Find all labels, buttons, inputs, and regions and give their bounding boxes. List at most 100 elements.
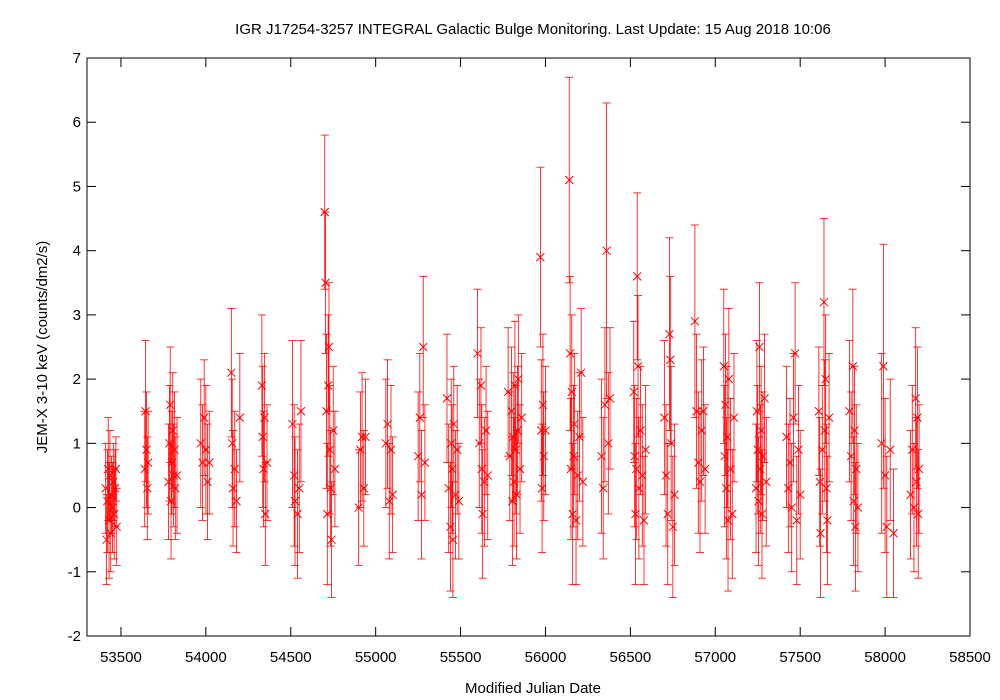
data-point [789, 353, 798, 483]
x-marker [726, 464, 735, 474]
y-axis-label: JEM-X 3-10 keV (counts/dm2/s) [34, 241, 51, 454]
x-marker [447, 464, 457, 474]
data-point [170, 436, 180, 541]
x-tick-label: 56000 [525, 649, 567, 666]
data-point [569, 353, 579, 496]
data-point [481, 365, 491, 496]
data-point [479, 417, 489, 547]
data-point [142, 436, 152, 541]
x-marker [384, 496, 394, 506]
data-point [787, 442, 797, 573]
data-point [602, 102, 611, 399]
x-marker [822, 483, 831, 493]
x-marker [517, 413, 527, 422]
x-marker [143, 458, 153, 467]
x-marker [578, 477, 588, 487]
y-tick-label: 5 [73, 178, 81, 195]
y-tick-label: 0 [73, 500, 81, 517]
x-marker [906, 490, 915, 500]
data-point [330, 410, 340, 528]
x-marker [665, 355, 675, 365]
x-marker [721, 400, 730, 410]
x-marker [451, 490, 460, 500]
data-point [565, 275, 575, 431]
x-marker [565, 349, 575, 358]
x-marker [418, 342, 428, 352]
data-point [386, 385, 396, 515]
x-marker [845, 406, 854, 416]
x-marker [541, 426, 550, 435]
x-marker [885, 445, 895, 455]
x-marker [417, 490, 426, 500]
x-marker [851, 464, 861, 474]
x-marker [729, 413, 739, 422]
x-marker [823, 516, 832, 525]
data-point [293, 449, 302, 579]
data-point [418, 275, 428, 419]
data-point [913, 346, 922, 489]
y-tick-label: 1 [73, 435, 81, 452]
x-marker [293, 509, 302, 519]
data-point [668, 455, 678, 598]
x-marker [476, 381, 486, 390]
x-marker [259, 464, 268, 474]
x-marker [198, 458, 207, 467]
data-point [697, 359, 707, 502]
y-tick-label: 3 [73, 307, 81, 324]
x-marker [661, 471, 671, 480]
data-point [695, 410, 705, 553]
x-marker [816, 528, 825, 538]
x-marker [325, 445, 335, 455]
data-point [198, 404, 207, 521]
data-point [511, 385, 521, 515]
x-marker [724, 374, 734, 384]
x-marker [169, 471, 178, 480]
x-marker [168, 426, 178, 435]
data-point [760, 333, 769, 464]
data-point [722, 365, 732, 508]
data-point [603, 372, 613, 515]
x-marker [824, 413, 834, 422]
data-point [537, 423, 547, 553]
data-point [328, 365, 338, 496]
x-marker [289, 471, 299, 480]
x-marker [571, 516, 581, 525]
data-point [169, 423, 178, 528]
x-marker [913, 509, 923, 519]
x-marker [722, 432, 732, 442]
x-marker [819, 297, 829, 307]
data-point [605, 327, 615, 470]
data-point [665, 237, 674, 431]
x-marker [697, 426, 707, 435]
x-marker [913, 413, 922, 422]
x-marker [142, 483, 152, 493]
x-marker [201, 445, 211, 455]
data-point [663, 442, 673, 586]
data-point [824, 353, 834, 483]
x-marker [636, 426, 645, 435]
x-marker [449, 419, 459, 429]
data-point [665, 275, 675, 444]
data-point [690, 224, 700, 419]
x-marker [668, 522, 678, 532]
x-marker [754, 496, 763, 506]
x-marker [172, 471, 182, 480]
x-marker [889, 528, 898, 538]
x-marker [539, 451, 549, 461]
data-point [816, 468, 825, 598]
x-tick-label: 55000 [355, 649, 397, 666]
data-point [670, 423, 679, 566]
data-point [882, 455, 892, 598]
x-marker [324, 342, 334, 352]
data-point [260, 462, 270, 566]
data-point [226, 308, 236, 438]
x-marker [634, 483, 644, 493]
x-marker [258, 432, 268, 442]
data-point [383, 359, 392, 489]
data-point [913, 449, 923, 579]
data-point [597, 378, 606, 534]
x-marker [226, 368, 236, 378]
x-marker [232, 496, 241, 506]
data-point [792, 455, 802, 586]
data-point [756, 365, 766, 496]
